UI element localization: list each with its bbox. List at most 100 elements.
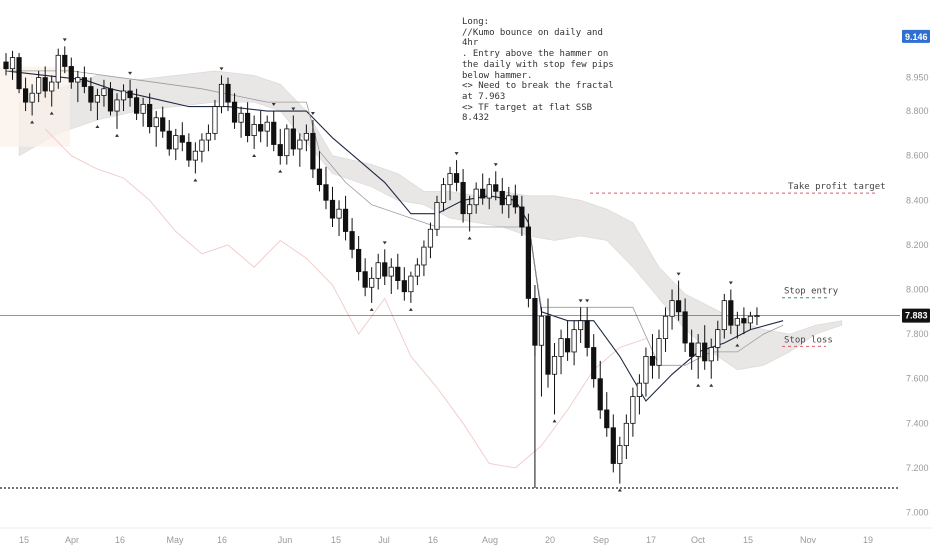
candle: [231, 93, 238, 129]
candle-body: [388, 266, 394, 277]
candle-body: [473, 188, 479, 206]
candle: [414, 258, 420, 286]
candle-body: [107, 88, 114, 112]
candle: [675, 280, 682, 321]
candle-body: [192, 150, 198, 161]
candle-body: [264, 121, 270, 132]
candle: [114, 93, 120, 129]
candle-body: [22, 88, 29, 103]
fractal-up-marker: [62, 38, 67, 42]
candle: [153, 111, 159, 147]
candle-body: [734, 318, 740, 326]
y-tick-label: 8.000: [906, 284, 929, 294]
candle: [336, 200, 342, 236]
candle-body: [662, 315, 669, 339]
candle: [682, 298, 688, 352]
candle: [604, 392, 610, 437]
annotation-label-1: Take profit target: [788, 182, 886, 192]
candle-body: [506, 195, 512, 206]
candle: [728, 289, 734, 335]
candle: [212, 99, 218, 141]
candle-body: [231, 101, 238, 123]
candle-body: [166, 130, 172, 150]
candle-body: [617, 445, 623, 464]
candle-body: [55, 54, 61, 83]
candle: [140, 97, 146, 127]
fractal-down-marker: [709, 383, 714, 387]
candle-body: [179, 135, 185, 143]
candle-body: [349, 231, 355, 250]
candle-body: [427, 228, 434, 248]
candle: [662, 307, 669, 352]
candle: [564, 320, 571, 361]
chikou-span: [44, 128, 647, 469]
candle: [225, 77, 231, 112]
candle: [610, 414, 616, 473]
candle-body: [29, 92, 35, 103]
candle-body: [94, 95, 101, 103]
candle: [395, 253, 401, 290]
candle: [316, 151, 323, 192]
candle: [702, 325, 708, 370]
candle-body: [675, 300, 682, 313]
candle: [297, 133, 303, 167]
tenkan-line: [6, 70, 784, 366]
candle-body: [630, 396, 636, 424]
high-price-tag-label: 9.146: [905, 32, 928, 42]
candle-body: [486, 184, 492, 199]
y-tick-label: 8.400: [906, 195, 929, 205]
time-axis[interactable]: 15 Apr 16 May 16 Jun 15 Jul 16 Aug 20 Sep 17 Oct 15 Nov…: [0, 527, 932, 545]
candle: [192, 142, 198, 174]
fractal-up-marker: [676, 272, 681, 276]
candle-body: [375, 262, 381, 279]
fractal-down-marker: [696, 383, 701, 387]
candle: [310, 119, 316, 178]
candle-body: [173, 135, 179, 150]
candle-body: [342, 208, 349, 232]
candle: [362, 258, 368, 297]
price-axis[interactable]: 8.950 8.800 8.600 8.400 8.200 8.000 7.800 7.600…: [902, 29, 930, 518]
candle-body: [153, 117, 159, 128]
candle: [375, 253, 381, 290]
candle-body: [186, 141, 192, 161]
candle-body: [421, 246, 427, 266]
x-tick-label: 16: [428, 535, 438, 545]
candle-body: [401, 280, 407, 293]
fractal-down-marker: [252, 153, 257, 157]
candle: [349, 218, 355, 259]
candle: [525, 213, 532, 308]
candle-body: [81, 77, 87, 87]
fractal-down-marker: [617, 488, 622, 492]
fractal-down-marker: [369, 307, 374, 311]
candle: [741, 307, 747, 335]
candle-body: [708, 347, 714, 362]
candle: [643, 347, 649, 397]
candle-body: [356, 248, 362, 273]
candle: [251, 115, 257, 149]
candle: [754, 307, 760, 326]
candle: [460, 169, 466, 223]
fractal-down-marker: [552, 419, 557, 423]
candle: [708, 338, 714, 379]
candle-body: [467, 204, 473, 215]
candle-body: [9, 57, 16, 70]
candle: [734, 311, 740, 339]
candle-body: [316, 168, 323, 186]
y-tick-label: 7.200: [906, 463, 929, 473]
candle-body: [62, 54, 68, 67]
fractal-up-marker: [454, 152, 459, 156]
candle: [591, 334, 597, 388]
kumo-area: [18, 70, 843, 371]
candle-body: [408, 275, 414, 293]
candle: [303, 124, 309, 152]
candle-body: [440, 184, 447, 203]
candle-body: [695, 342, 701, 357]
fractal-up-marker: [128, 71, 133, 75]
candle-body: [623, 422, 629, 447]
candle-body: [558, 338, 564, 357]
candle: [453, 160, 460, 192]
candle: [467, 195, 473, 232]
candle: [506, 186, 512, 219]
candle-body: [584, 320, 590, 348]
